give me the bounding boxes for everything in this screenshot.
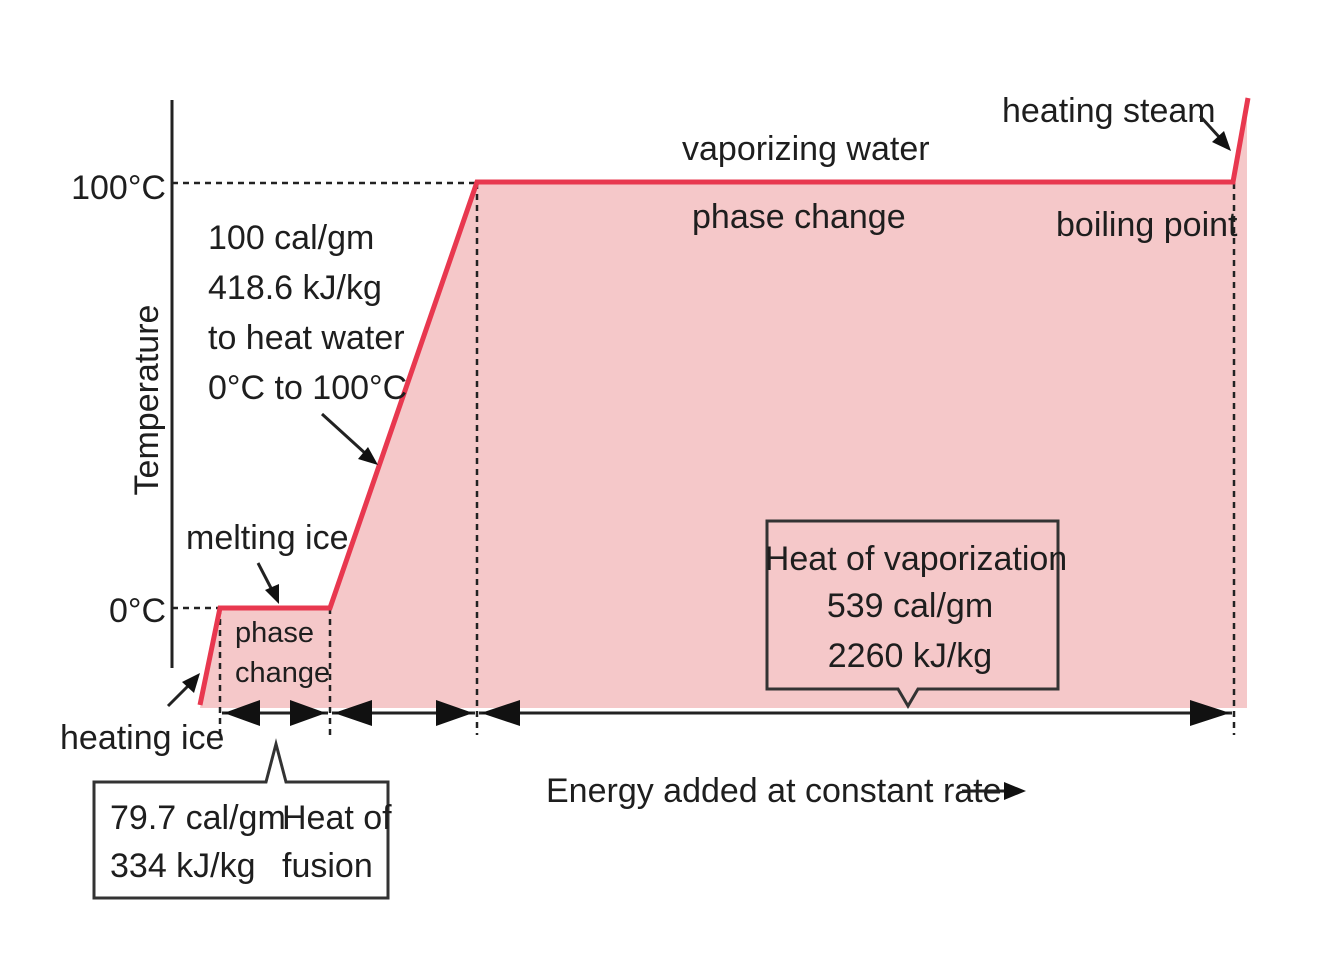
phase-change-1-line1: phase <box>235 617 314 649</box>
tick-100c: 100°C <box>71 169 166 207</box>
heat-water-line2: 418.6 kJ/kg <box>208 269 382 307</box>
segment-vaporization-arrow-left <box>481 700 520 726</box>
segment-fusion-arrow-right <box>290 700 326 726</box>
melting-ice-label: melting ice <box>186 519 349 557</box>
vaporizing-water-label: vaporizing water <box>682 130 930 168</box>
heating-steam-label: heating steam <box>1002 92 1216 130</box>
melting-ice-pointer <box>256 562 274 591</box>
heating-steam-pointer-head <box>1212 131 1231 151</box>
segment-water-arrow-left <box>334 700 372 726</box>
heating-steam-pointer <box>1198 114 1222 140</box>
heating-curve <box>197 97 1251 706</box>
phase-change-2-label: phase change <box>692 198 906 236</box>
vaporization-box <box>765 519 1060 709</box>
vaporization-line1: Heat of vaporization <box>765 540 1067 578</box>
vaporization-line3: 2260 kJ/kg <box>828 637 992 675</box>
vaporization-line2: 539 cal/gm <box>827 587 993 625</box>
heat-water-pointer <box>320 412 368 456</box>
heating-ice-pointer-head <box>182 673 200 693</box>
phase-change-1-line2: change <box>235 657 330 689</box>
heat-water-line3: to heat water <box>208 319 405 357</box>
fusion-left-line1: 79.7 cal/gm <box>110 799 286 837</box>
segment-fusion-arrow-left <box>224 700 260 726</box>
boiling-point-label: boiling point <box>1056 206 1238 244</box>
heat-water-pointer-head <box>358 447 378 465</box>
tick-0c: 0°C <box>109 592 166 630</box>
segment-water-arrow-right <box>436 700 473 726</box>
melting-ice-pointer-head <box>265 584 279 604</box>
fusion-right-line2: fusion <box>282 847 373 885</box>
heating-ice-pointer <box>166 682 192 708</box>
heating-ice-label: heating ice <box>60 719 224 757</box>
heat-water-line1: 100 cal/gm <box>208 219 374 257</box>
fusion-right-line1: Heat of <box>282 799 392 837</box>
fusion-box <box>92 738 390 900</box>
x-axis-arrow-head <box>1004 782 1026 800</box>
fusion-left-line2: 334 kJ/kg <box>110 847 256 885</box>
y-axis-label: Temperature <box>128 305 166 496</box>
heat-water-line4: 0°C to 100°C <box>208 369 407 407</box>
segment-vaporization-arrow-right <box>1190 700 1230 726</box>
x-axis-label: Energy added at constant rate <box>546 772 1002 810</box>
